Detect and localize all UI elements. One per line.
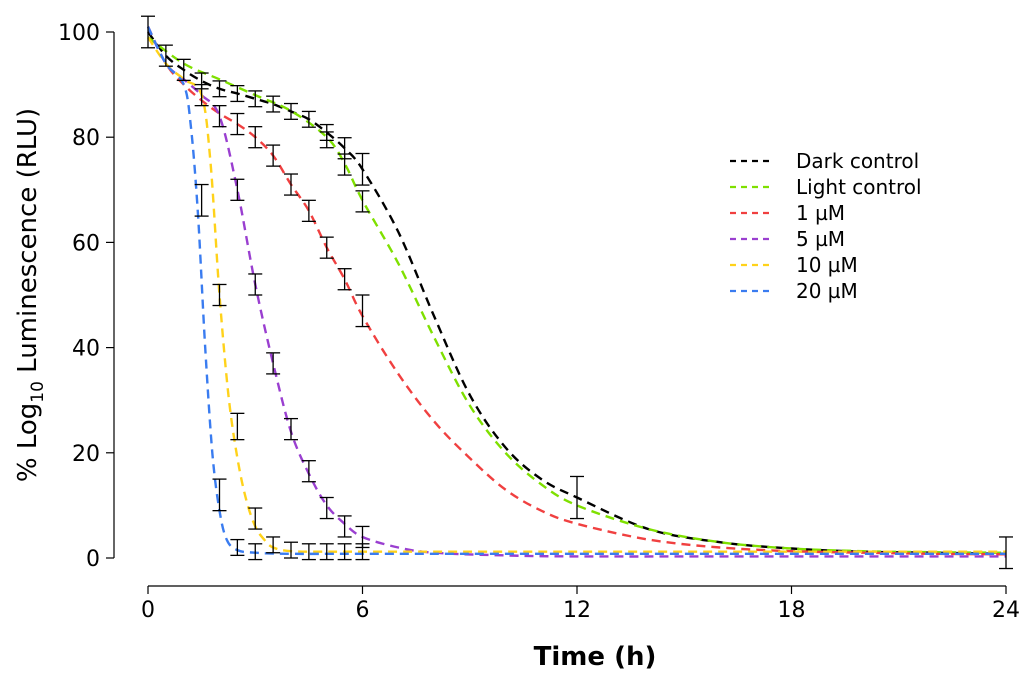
error-bar	[319, 496, 334, 520]
error-bar	[248, 90, 263, 108]
error-bar	[284, 417, 298, 441]
y-ticks: 0 20 40 60 80 100	[58, 21, 114, 572]
legend-item: 10 µM	[730, 253, 858, 277]
error-bar	[301, 199, 316, 223]
y-tick-label: 0	[86, 547, 100, 572]
error-bar	[301, 543, 316, 561]
error-bar	[141, 15, 155, 49]
error-bar	[266, 352, 281, 375]
error-bar	[319, 543, 334, 561]
series-line-0	[147, 31, 1007, 555]
y-tick-label: 40	[72, 337, 100, 362]
series-line-1	[147, 36, 1007, 554]
error-bar	[212, 283, 227, 307]
error-bar	[355, 294, 370, 328]
error-bar	[337, 268, 352, 291]
error-bar	[212, 104, 227, 128]
y-tick-label: 100	[58, 21, 100, 46]
error-bar	[230, 412, 245, 441]
error-bar	[230, 178, 245, 201]
legend-label: 10 µM	[796, 253, 858, 277]
x-tick-label: 12	[563, 598, 591, 623]
legend-item: Dark control	[730, 149, 919, 173]
legend-item: 5 µM	[730, 227, 845, 251]
y-tick-label: 60	[72, 231, 100, 256]
error-bar	[230, 112, 245, 136]
legend-label: 20 µM	[796, 279, 858, 303]
legend-item: 1 µM	[730, 201, 845, 225]
error-bar	[301, 110, 316, 128]
x-axis-title: Time (h)	[534, 642, 657, 672]
error-bar	[248, 543, 263, 561]
axes	[113, 32, 1006, 587]
error-bar	[999, 536, 1013, 570]
legend-item: 20 µM	[730, 279, 858, 303]
error-bar	[230, 85, 245, 103]
error-bar	[176, 58, 191, 82]
series-line-4	[147, 36, 1006, 553]
error-bar	[319, 236, 334, 259]
error-bar	[230, 538, 245, 557]
y-axis-title-subscript: 10	[28, 381, 48, 403]
error-bar	[570, 475, 584, 520]
error-bar	[212, 478, 227, 512]
error-bar	[284, 102, 298, 120]
error-bar	[355, 543, 370, 561]
legend-item: Light control	[730, 175, 922, 199]
error-bar	[194, 83, 209, 107]
error-bar	[212, 80, 227, 98]
y-axis-title-prefix: % Log	[13, 403, 43, 482]
series-line-5	[146, 26, 1006, 556]
x-tick-label: 6	[356, 598, 370, 623]
error-bar	[158, 44, 173, 67]
y-axis-title-suffix: Luminescence (RLU)	[13, 108, 43, 381]
y-axis-title: % Log10 Luminescence (RLU)	[13, 108, 48, 482]
x-tick-label: 24	[992, 598, 1020, 623]
error-bar	[284, 173, 298, 196]
legend-label: Dark control	[796, 149, 919, 173]
error-bar	[248, 273, 263, 296]
x-ticks: 0 6 12 18 24	[141, 586, 1020, 623]
series-line-2	[146, 26, 1007, 556]
legend-label: 5 µM	[796, 227, 845, 251]
error-bar	[319, 131, 334, 149]
error-bar	[355, 190, 370, 213]
x-tick-label: 0	[141, 598, 155, 623]
error-bar	[248, 507, 263, 530]
error-bar	[194, 183, 209, 217]
y-tick-label: 80	[72, 126, 100, 151]
error-bar	[266, 95, 281, 113]
error-bar	[301, 460, 316, 483]
error-bar	[266, 144, 281, 167]
error-bar	[337, 515, 352, 538]
x-tick-label: 18	[778, 598, 806, 623]
error-bar	[355, 152, 370, 186]
series-line-3	[146, 26, 1006, 558]
error-bar	[248, 126, 263, 149]
legend-label: Light control	[796, 175, 922, 199]
error-bar	[337, 543, 352, 561]
y-tick-label: 20	[72, 442, 100, 467]
error-bar	[266, 536, 281, 554]
legend-label: 1 µM	[796, 201, 845, 225]
error-bar	[337, 153, 352, 176]
error-bar	[284, 541, 298, 559]
error-bars	[141, 15, 1013, 570]
